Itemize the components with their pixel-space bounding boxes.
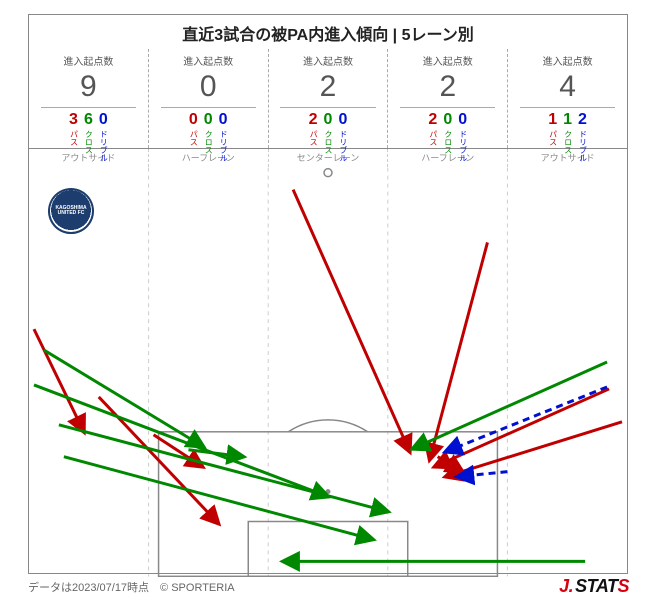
- team-badge-text: KAGOSHIMA UNITED FC: [48, 206, 94, 217]
- breakdown-dribble: 0ドリブル: [338, 112, 347, 162]
- footer-credits: データは2023/07/17時点 © SPORTERIA: [28, 579, 235, 595]
- breakdown-dribble: 0ドリブル: [458, 112, 467, 162]
- chart-container: 直近3試合の被PA内進入傾向 | 5レーン別 進入起点数93パス6クロス0ドリブ…: [28, 14, 628, 574]
- breakdown-pass: 1パス: [548, 112, 557, 162]
- breakdown-cross: 0クロス: [324, 112, 333, 162]
- lane-total: 2: [388, 68, 507, 107]
- arrow-pass: [34, 329, 84, 432]
- breakdown-dribble: 0ドリブル: [219, 112, 228, 162]
- lane-total: 9: [29, 68, 148, 107]
- lane-metric-label: 進入起点数: [29, 53, 148, 68]
- lane-breakdown: 3パス 6クロス 0ドリブル: [29, 112, 148, 162]
- breakdown-dribble: 2ドリブル: [578, 112, 587, 162]
- arrow-cross: [34, 385, 328, 497]
- lane-stats-row: 進入起点数93パス6クロス0ドリブル進入起点数00パス0クロス0ドリブル進入起点…: [29, 49, 627, 149]
- lane-breakdown: 0パス 0クロス 0ドリブル: [149, 112, 268, 162]
- breakdown-dribble: 0ドリブル: [99, 112, 108, 162]
- jstats-word: STAT: [575, 576, 617, 597]
- arrow-pass: [293, 190, 410, 452]
- footer: データは2023/07/17時点 © SPORTERIA J. STATS: [28, 576, 629, 597]
- lane-total: 0: [149, 68, 268, 107]
- breakdown-cross: 0クロス: [204, 112, 213, 162]
- arrow-dribble: [458, 472, 508, 477]
- lane-total: 4: [508, 68, 627, 107]
- jstats-tail: S: [617, 576, 629, 597]
- lane-stat: 進入起点数00パス0クロス0ドリブル: [149, 49, 269, 148]
- lane-metric-label: 進入起点数: [149, 53, 268, 68]
- breakdown-cross: 0クロス: [443, 112, 452, 162]
- jstats-j: J.: [559, 576, 573, 597]
- lane-stat: 進入起点数93パス6クロス0ドリブル: [29, 49, 149, 148]
- breakdown-pass: 2パス: [309, 112, 318, 162]
- breakdown-pass: 2パス: [428, 112, 437, 162]
- lane-breakdown: 2パス 0クロス 0ドリブル: [269, 112, 388, 162]
- arrow-cross: [188, 450, 243, 457]
- chart-title: 直近3試合の被PA内進入傾向 | 5レーン別: [29, 15, 627, 49]
- lane-stat: 進入起点数22パス0クロス0ドリブル: [388, 49, 508, 148]
- breakdown-cross: 1クロス: [563, 112, 572, 162]
- breakdown-pass: 0パス: [189, 112, 198, 162]
- jstats-logo: J. STATS: [559, 576, 629, 597]
- lane-stat: 進入起点数22パス0クロス0ドリブル: [269, 49, 389, 148]
- lane-stat: 進入起点数41パス1クロス2ドリブル: [508, 49, 627, 148]
- lane-breakdown: 2パス 0クロス 0ドリブル: [388, 112, 507, 162]
- team-badge: KAGOSHIMA UNITED FC: [48, 188, 94, 234]
- lane-total: 2: [269, 68, 388, 107]
- breakdown-cross: 6クロス: [84, 112, 93, 162]
- lane-metric-label: 進入起点数: [388, 53, 507, 68]
- lane-breakdown: 1パス 1クロス 2ドリブル: [508, 112, 627, 162]
- lane-metric-label: 進入起点数: [269, 53, 388, 68]
- pitch: [29, 167, 627, 577]
- pitch-svg: [29, 167, 627, 577]
- arrow-cross: [64, 457, 373, 540]
- lane-metric-label: 進入起点数: [508, 53, 627, 68]
- breakdown-pass: 3パス: [69, 112, 78, 162]
